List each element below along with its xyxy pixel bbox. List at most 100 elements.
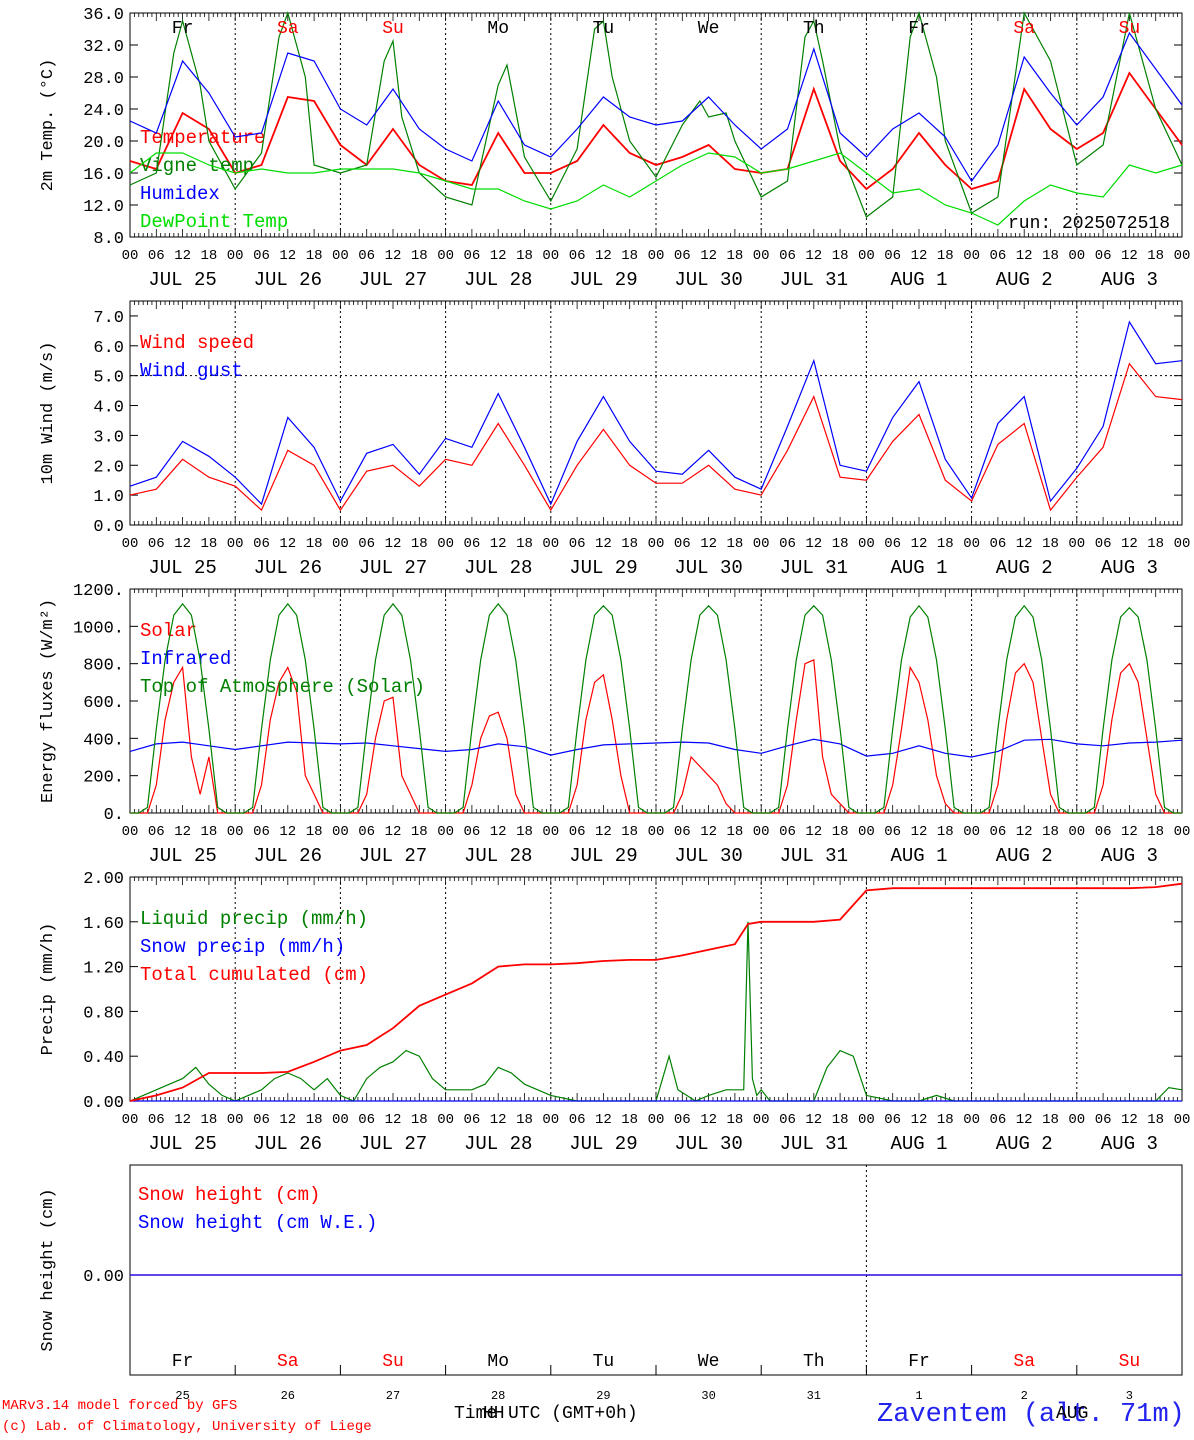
hour-label: 12 <box>911 536 928 552</box>
hour-label: 06 <box>148 536 165 552</box>
date-label: JUL 27 <box>359 1133 427 1155</box>
hour-label: 06 <box>1095 824 1112 840</box>
legend-entry: Top of Atmosphere (Solar) <box>140 676 425 698</box>
hour-label: 06 <box>253 1112 270 1128</box>
hour-label: 00 <box>542 248 559 264</box>
series-line <box>130 602 1182 814</box>
date-label: JUL 25 <box>148 1133 216 1155</box>
y-axis-label: 10m Wind (m/s) <box>39 342 58 485</box>
hour-label: 12 <box>595 1112 612 1128</box>
y-axis-label: Snow height (cm) <box>39 1188 58 1351</box>
hour-label: 00 <box>122 536 139 552</box>
hour-label: 00 <box>858 536 875 552</box>
hour-label: 12 <box>1121 824 1138 840</box>
hour-label: 06 <box>674 1112 691 1128</box>
hour-label: 18 <box>306 1112 323 1128</box>
hour-label: 00 <box>963 248 980 264</box>
hour-label: 06 <box>148 824 165 840</box>
hour-label: 12 <box>700 536 717 552</box>
hour-label: 18 <box>200 824 217 840</box>
hour-label: 00 <box>648 248 665 264</box>
hour-label: 18 <box>937 536 954 552</box>
hour-label: 12 <box>595 536 612 552</box>
hour-label: 12 <box>279 536 296 552</box>
y-tick-label: 1.20 <box>83 960 124 979</box>
hour-label: 18 <box>621 824 638 840</box>
hour-label: 18 <box>937 824 954 840</box>
hour-label: 06 <box>463 1112 480 1128</box>
weekday-label: Sa <box>1013 1352 1035 1372</box>
hour-label: 06 <box>884 1112 901 1128</box>
y-tick-label: 0.00 <box>83 1268 124 1287</box>
hour-label: 18 <box>200 248 217 264</box>
date-label: JUL 25 <box>148 269 216 291</box>
day-number: 3 <box>1126 1389 1133 1403</box>
hour-label: 00 <box>1068 824 1085 840</box>
hour-label: 12 <box>174 248 191 264</box>
hour-label: 00 <box>963 824 980 840</box>
y-tick-label: 6.0 <box>93 339 124 358</box>
run-annotation: run: 2025072518 <box>1008 214 1170 234</box>
date-label: AUG 2 <box>996 845 1053 867</box>
weekday-label: Th <box>803 19 825 39</box>
series-line <box>129 152 1183 226</box>
hour-label: 00 <box>227 824 244 840</box>
y-axis-label: Precip (mm/h) <box>39 923 58 1056</box>
hour-label: 18 <box>306 824 323 840</box>
copyright-credit: (c) Lab. of Climatology, University of L… <box>2 1419 372 1435</box>
date-label: JUL 31 <box>780 1133 848 1155</box>
day-number: 26 <box>281 1389 295 1403</box>
hour-label: 06 <box>358 536 375 552</box>
hour-label: 06 <box>569 1112 586 1128</box>
hour-label: 00 <box>1174 824 1191 840</box>
y-tick-label: 1000. <box>73 619 124 638</box>
hour-label: 06 <box>779 536 796 552</box>
hour-label: 12 <box>385 1112 402 1128</box>
legend-entry: Temperature <box>140 127 265 149</box>
hour-label: 12 <box>279 248 296 264</box>
date-label: JUL 27 <box>359 557 427 579</box>
hour-label: 12 <box>385 248 402 264</box>
panel-3: 0. 200. 400. 600. 800. 1000. 1200. Energy fluxe… <box>39 582 1190 867</box>
hour-label: 18 <box>621 536 638 552</box>
date-label: JUL 27 <box>359 845 427 867</box>
legend-entry: Liquid precip (mm/h) <box>140 908 368 930</box>
date-label: JUL 25 <box>148 557 216 579</box>
hour-label: 00 <box>227 536 244 552</box>
weekday-label: Sa <box>277 19 299 39</box>
hour-label: 06 <box>1095 248 1112 264</box>
legend-entry: Wind gust <box>140 360 243 382</box>
weekday-label: Tu <box>593 19 615 39</box>
hour-label: 00 <box>227 1112 244 1128</box>
date-label: JUL 30 <box>674 845 742 867</box>
hour-label: 18 <box>1042 248 1059 264</box>
hour-label: 18 <box>937 1112 954 1128</box>
y-tick-label: 0.00 <box>83 1094 124 1113</box>
hour-label: 00 <box>858 824 875 840</box>
legend-entry: Humidex <box>140 183 220 205</box>
hour-label: 12 <box>805 824 822 840</box>
y-tick-label: 1.0 <box>93 488 124 507</box>
legend-entry: Snow height (cm W.E.) <box>138 1212 377 1234</box>
hour-label: 06 <box>463 824 480 840</box>
hour-label: 12 <box>595 248 612 264</box>
weekday-label: Su <box>382 1352 404 1372</box>
hour-label: 00 <box>648 824 665 840</box>
y-tick-label: 4.0 <box>93 399 124 418</box>
hour-label: 18 <box>832 536 849 552</box>
hour-label: 00 <box>227 248 244 264</box>
y-tick-label: 2.00 <box>83 870 124 889</box>
hour-label: 00 <box>437 536 454 552</box>
day-number: 30 <box>701 1389 715 1403</box>
hour-label: 18 <box>937 248 954 264</box>
hour-label: 18 <box>516 536 533 552</box>
hour-label: 06 <box>1095 1112 1112 1128</box>
hour-label: 18 <box>1147 248 1164 264</box>
panel-4: 0.00 0.40 0.80 1.20 1.60 2.00 Precip (mm/h) Liq… <box>39 870 1190 1155</box>
hour-label: 12 <box>700 248 717 264</box>
y-tick-label: 3.0 <box>93 428 124 447</box>
y-tick-label: 2.0 <box>93 458 124 477</box>
hour-label: 06 <box>779 824 796 840</box>
hour-label: 00 <box>122 1112 139 1128</box>
hour-label: 06 <box>989 824 1006 840</box>
